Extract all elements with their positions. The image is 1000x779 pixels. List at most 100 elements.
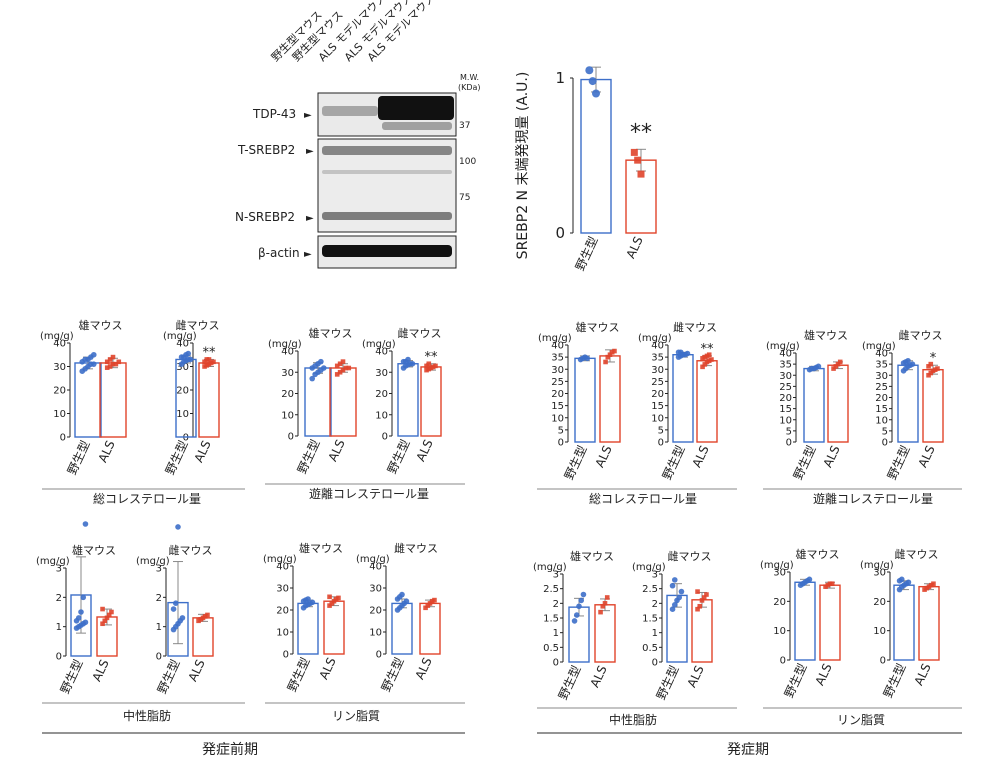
data-point-als xyxy=(340,359,346,364)
data-point-wt xyxy=(305,596,311,602)
data-point-als xyxy=(104,615,110,621)
y-tick-label: 1 xyxy=(56,622,62,633)
y-tick-label: 20 xyxy=(369,606,382,617)
unit-label: (mg/g) xyxy=(533,562,567,573)
data-point-als xyxy=(931,581,936,587)
data-point-als xyxy=(603,359,608,365)
y-tick-label: 20 xyxy=(53,386,66,397)
chart-title: 雄マウス xyxy=(72,543,116,557)
category-label-als: ALS xyxy=(96,438,118,464)
data-point-als xyxy=(109,609,114,615)
data-point-als xyxy=(607,352,613,357)
y-tick-label: 20 xyxy=(375,389,388,400)
data-point-wt xyxy=(905,579,912,586)
y-tick-label: 0 xyxy=(56,652,62,663)
data-point-wt xyxy=(170,606,177,612)
data-point-wt xyxy=(580,591,587,598)
y-tick-label: 20 xyxy=(176,386,189,397)
category-label-wt: 野生型 xyxy=(660,443,688,482)
significance-marker: ** xyxy=(630,120,652,145)
bar-wt xyxy=(397,363,419,437)
data-point-als xyxy=(701,595,707,600)
data-point-als xyxy=(100,606,105,612)
data-point-wt xyxy=(573,612,580,618)
data-point-wt xyxy=(187,356,194,363)
y-tick-label: 0 xyxy=(658,438,664,449)
y-tick-label: 30 xyxy=(53,362,66,373)
y-tick-label: 1.5 xyxy=(642,614,658,625)
category-label-als: ALS xyxy=(186,657,208,683)
category-label-als: ALS xyxy=(813,661,835,687)
y-tick-label: 0 xyxy=(786,438,792,449)
y-tick-label: 0 xyxy=(60,433,66,444)
data-point-wt xyxy=(309,599,316,606)
y-tick-label: 10 xyxy=(276,628,289,639)
bar-als xyxy=(696,360,718,443)
y-tick-label: 2 xyxy=(56,593,62,604)
stage-label-on: 発症期 xyxy=(727,742,769,758)
bar-als xyxy=(420,366,442,437)
bar-als xyxy=(323,600,345,655)
bar-wt xyxy=(794,581,816,661)
data-point-als xyxy=(695,589,700,594)
bar-wt xyxy=(574,357,596,443)
chart-title: 雌マウス xyxy=(169,543,213,557)
data-point-als xyxy=(327,594,332,600)
bar-wt xyxy=(893,584,915,661)
data-point-als xyxy=(336,595,341,601)
category-label-wt: 野生型 xyxy=(562,443,590,482)
y-tick-label: 30 xyxy=(369,584,382,595)
y-tick-label: 0 xyxy=(882,438,888,449)
y-tick-label: 1.5 xyxy=(543,614,559,625)
y-tick-label: 3 xyxy=(553,570,559,581)
y-tick-label: 40 xyxy=(551,341,564,352)
category-label-wt: 野生型 xyxy=(379,655,407,694)
band-tdp43-als xyxy=(378,96,454,120)
data-point-als xyxy=(699,598,705,603)
data-point-wt xyxy=(592,89,600,98)
data-point-wt xyxy=(405,356,411,363)
chart-title: 雌マウス xyxy=(394,541,438,555)
bar-wt xyxy=(580,78,612,234)
data-point-als xyxy=(709,357,714,362)
data-point-wt xyxy=(318,358,324,365)
group-label-on-tc: 総コレステロール量 xyxy=(589,492,697,506)
data-point-als xyxy=(630,148,638,156)
y-tick-label: 30 xyxy=(176,362,189,373)
category-label-als: ALS xyxy=(821,443,843,469)
y-tick-label: 40 xyxy=(53,339,66,350)
category-label-wt: 野生型 xyxy=(791,443,819,482)
category-label-als: ALS xyxy=(413,655,435,681)
group-label-pre-tg: 中性脂肪 xyxy=(123,708,171,723)
chart-title: 雌マウス xyxy=(176,318,220,332)
bar-als xyxy=(198,362,220,438)
y-tick-label: 30 xyxy=(773,568,786,579)
y-tick-label: 20 xyxy=(276,606,289,617)
data-point-als xyxy=(634,156,642,164)
chart-title: 雌マウス xyxy=(895,547,939,561)
data-point-wt xyxy=(403,598,410,604)
chart-title: 雄マウス xyxy=(299,541,343,555)
y-tick-label: 20 xyxy=(779,393,792,404)
row-label-n-srebp2: N-SREBP2 xyxy=(235,210,295,224)
y-tick-label: 0 xyxy=(183,433,189,444)
data-point-wt xyxy=(669,582,676,589)
y-tick-label: 5 xyxy=(658,425,664,436)
category-label-als: ALS xyxy=(593,443,615,469)
data-point-als xyxy=(337,361,343,367)
chart-title: 雌マウス xyxy=(899,328,943,342)
chart-title: 雄マウス xyxy=(309,326,353,340)
data-point-als xyxy=(706,352,712,357)
y-tick-label: 40 xyxy=(276,562,289,573)
y-tick-label: 40 xyxy=(875,349,888,360)
stage-label-pre: 発症前期 xyxy=(202,741,258,758)
data-point-als xyxy=(113,361,119,367)
data-point-als xyxy=(106,612,112,618)
mw-unit: (KDa) xyxy=(458,83,481,92)
row-arrow-n-srebp2: ► xyxy=(306,213,314,224)
